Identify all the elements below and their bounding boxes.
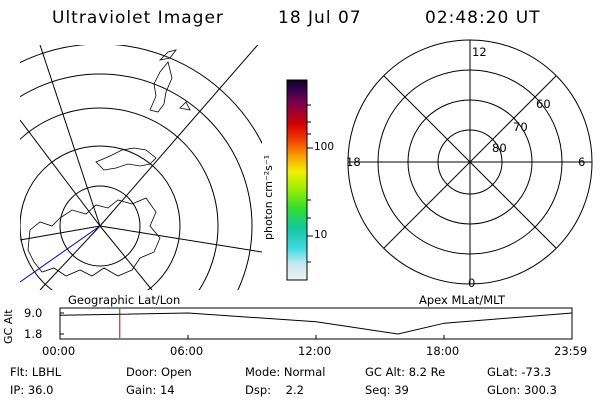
lat-circle [20,73,253,290]
coastline [95,147,157,171]
x-tick-label: 18:00 [426,344,460,358]
meridian [99,45,259,227]
mlat-label-70: 70 [513,120,528,134]
status-door: Door: Open [126,365,192,379]
mlt-label-18: 18 [346,155,361,169]
altitude-ylabel: GC Alt [2,309,15,344]
status-glat: GLat: -73.3 [487,365,552,379]
meridian [20,119,101,227]
coastline [149,61,173,113]
status-mode: Mode: Normal [245,365,326,379]
status-gc-alt: GC Alt: 8.2 Re [365,365,446,379]
altitude-curve [59,312,573,335]
geographic-label: Geographic Lat/Lon [68,293,181,307]
x-tick-label: 06:00 [170,344,204,358]
meridian [99,225,153,290]
apex-label: Apex MLat/MLT [419,293,506,307]
lat-circle [20,107,219,290]
mlt-label-12: 12 [472,45,487,59]
status-seq: Seq: 39 [365,383,409,397]
altitude-ytick-high: 9.0 [24,306,43,320]
coastline [27,197,161,277]
status-dsp: Dsp: 2.2 [245,383,304,397]
colorbar-tick-100: 100 [314,141,335,153]
coastline [179,101,191,111]
meridian [99,225,262,253]
mlat-label-60: 60 [536,97,551,111]
lat-circle [20,145,181,290]
mlt-line-diag [383,75,557,249]
altitude-plot-frame [59,307,573,340]
x-tick-label: 12:00 [298,344,332,358]
mlat-label-80: 80 [492,141,507,155]
mlt-label-0: 0 [468,276,476,290]
mlt-label-6: 6 [578,155,586,169]
status-gain: Gain: 14 [126,383,175,397]
meridian [20,225,101,241]
instrument-title: Ultraviolet Imager [52,8,224,28]
status-ip: IP: 36.0 [10,383,54,397]
status-glon: GLon: 300.3 [487,383,557,397]
observation-date: 18 Jul 07 [278,8,362,28]
meridian [39,45,101,227]
x-tick-label: 00:00 [42,344,76,358]
x-tick-label: 23:59 [554,344,588,358]
meridian [39,225,101,290]
altitude-ytick-low: 1.8 [24,327,43,341]
coastline [158,49,177,61]
colorbar-tick-10: 10 [314,229,328,241]
footprint-line [20,225,101,283]
status-flt: Flt: LBHL [10,365,62,379]
lat-circle [59,185,141,267]
observation-time: 02:48:20 UT [425,8,541,28]
